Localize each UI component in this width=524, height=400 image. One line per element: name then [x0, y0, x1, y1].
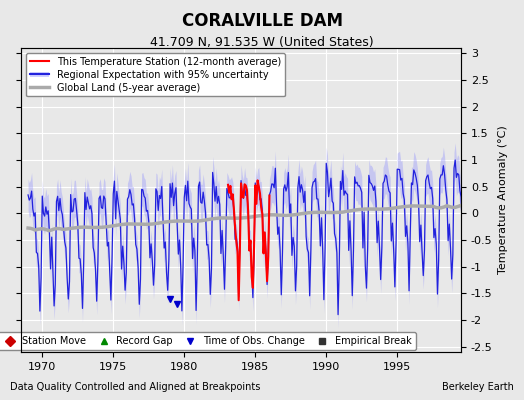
Text: 41.709 N, 91.535 W (United States): 41.709 N, 91.535 W (United States) — [150, 36, 374, 49]
Text: Berkeley Earth: Berkeley Earth — [442, 382, 514, 392]
Text: Data Quality Controlled and Aligned at Breakpoints: Data Quality Controlled and Aligned at B… — [10, 382, 261, 392]
Text: CORALVILLE DAM: CORALVILLE DAM — [181, 12, 343, 30]
Legend: Station Move, Record Gap, Time of Obs. Change, Empirical Break: Station Move, Record Gap, Time of Obs. C… — [0, 332, 416, 350]
Y-axis label: Temperature Anomaly (°C): Temperature Anomaly (°C) — [498, 126, 508, 274]
